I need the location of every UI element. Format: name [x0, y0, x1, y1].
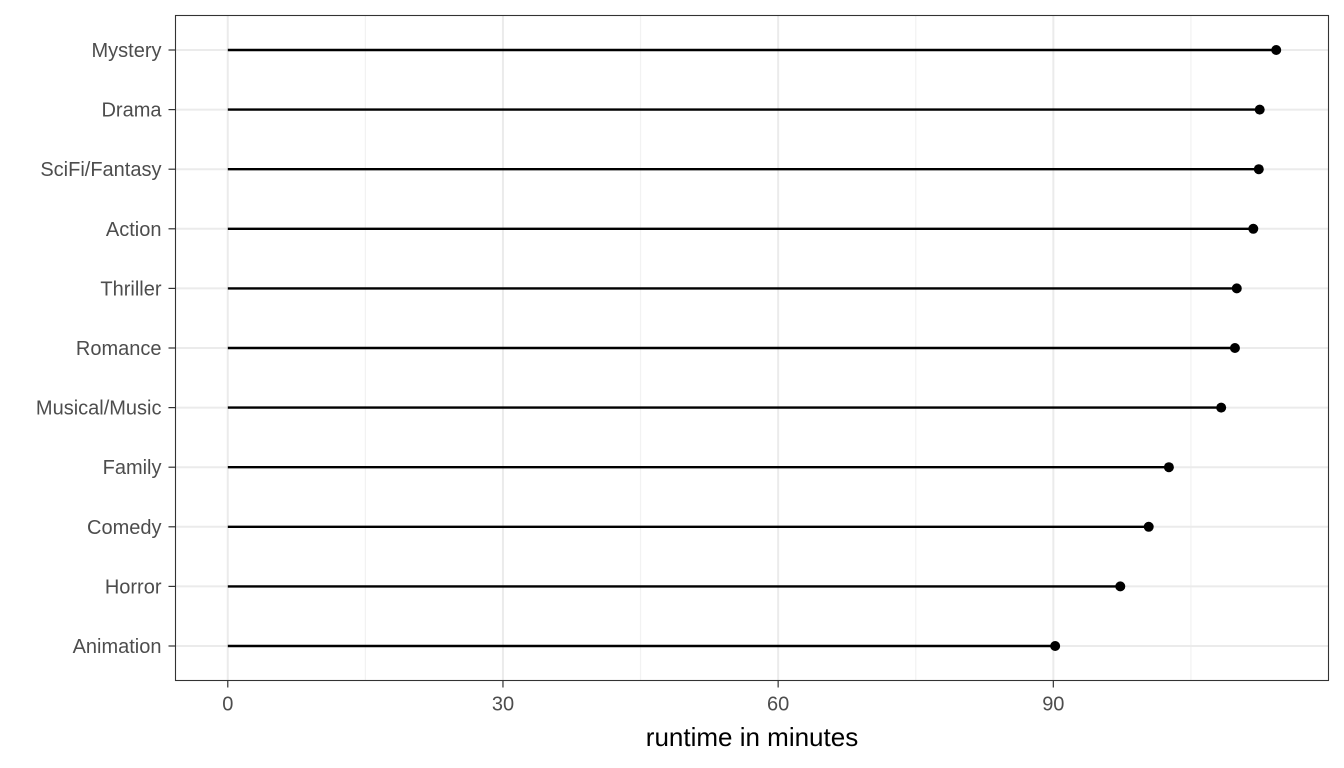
- lollipop-point: [1229, 343, 1240, 353]
- lollipop-point: [1248, 223, 1259, 234]
- lollipop-point: [1271, 45, 1282, 55]
- lollipop-point: [1163, 462, 1174, 473]
- lollipop-point: [1231, 283, 1242, 294]
- x-tick-label: 90: [1042, 694, 1064, 716]
- y-tick-label: Thriller: [100, 278, 161, 300]
- y-tick-label: SciFi/Fantasy: [40, 159, 161, 181]
- y-tick-label: Action: [106, 219, 162, 241]
- lollipop-segments: [227, 48, 1277, 648]
- lollipop-point: [1253, 164, 1264, 175]
- x-tick-label: 30: [492, 694, 514, 716]
- lollipop-point: [1254, 104, 1265, 115]
- y-axis: Mystery Drama SciFi/Fantasy Action Thriller R…: [36, 40, 176, 658]
- y-tick-label: Family: [103, 457, 162, 479]
- y-tick-label: Romance: [76, 338, 162, 360]
- lollipop-point: [1143, 521, 1154, 532]
- y-tick-label: Comedy: [87, 517, 161, 539]
- lollipop-point: [1115, 581, 1126, 592]
- x-tick-label: 60: [767, 694, 789, 716]
- y-tick-label: Musical/Music: [36, 398, 162, 420]
- x-axis: 0 30 60 90: [222, 680, 1064, 716]
- x-axis-title: runtime in minutes: [646, 722, 858, 752]
- y-tick-label: Horror: [105, 576, 162, 598]
- x-tick-label: 0: [222, 694, 233, 716]
- y-tick-label: Animation: [73, 636, 162, 658]
- lollipop-point: [1050, 641, 1061, 651]
- lollipop-points: [1050, 45, 1282, 651]
- y-tick-label: Drama: [101, 100, 162, 122]
- lollipop-point: [1216, 402, 1227, 413]
- y-tick-label: Mystery: [92, 40, 162, 62]
